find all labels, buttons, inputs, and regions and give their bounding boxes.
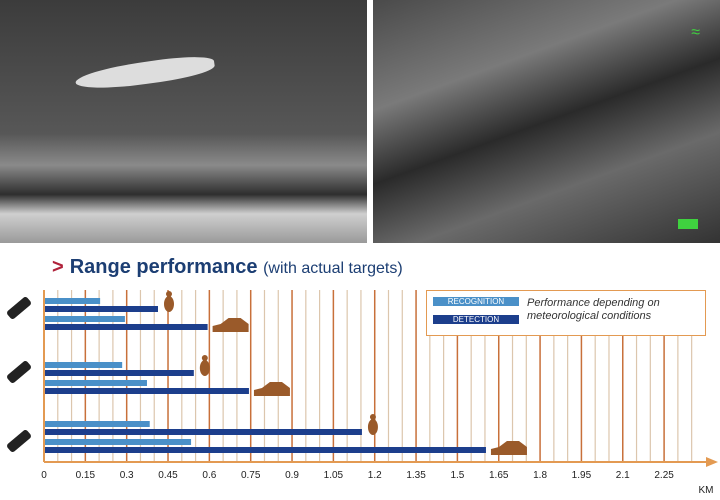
legend: RECOGNITION DETECTION Performance depend… [426,290,706,336]
note-line-1: Performance depending on [527,297,660,309]
bar-human-recognition [45,421,150,427]
bar-car-recognition [45,439,192,445]
human-head-icon [369,414,376,420]
x-tick-label: 1.65 [489,470,509,481]
note-line-2: meteorological conditions [527,310,652,322]
car-target-icon [253,382,290,396]
title-arrow-icon: > [52,256,64,278]
x-tick-label: 0 [41,470,47,481]
human-head-icon [201,355,208,361]
x-tick-label: 0.3 [120,470,134,481]
range-chart: 0 0.15 0.3 0.45 0.6 0.75 0.9 1.05 1.2 1.35 1.5 1.65… [41,290,718,496]
bar-car-detection [45,324,208,330]
x-axis-label: KM [699,485,714,496]
bar-human-recognition [45,362,123,368]
wifi-icon: ≈ [691,24,700,41]
human-head-icon [165,291,172,297]
human-target-icon [163,296,174,312]
title-sub: (with actual targets) [263,260,403,277]
x-tick-label: 1.8 [533,470,547,481]
bar-human-detection [45,306,158,312]
car-target-icon [490,441,527,455]
x-tick-label: 0.9 [285,470,299,481]
chart-title: > Range performance (with actual targets) [52,256,403,279]
x-tick-label: 1.95 [572,470,592,481]
x-tick-label: 1.05 [324,470,344,481]
bar-car-detection [45,447,486,453]
pedestrian-thermal-photo: ≈ [373,0,720,243]
bar-human-detection [45,429,362,435]
bar-car-recognition [45,316,125,322]
x-tick-label: 1.5 [450,470,464,481]
x-tick-label: 1.35 [406,470,426,481]
car-target-icon [212,318,249,332]
x-tick-label: 0.6 [202,470,216,481]
legend-detection: DETECTION [433,315,519,324]
human-target-icon [367,419,378,435]
battery-icon [678,219,698,229]
bar-human-recognition [45,298,101,304]
bar-car-recognition [45,380,147,386]
aircraft-thermal-photo [0,0,367,243]
bar-car-detection [45,388,249,394]
title-main: Range performance [69,256,258,278]
x-tick-label: 2.25 [654,470,674,481]
x-tick-label: 1.2 [368,470,382,481]
bar-human-detection [45,370,194,376]
legend-note: Performance depending on meteorological c… [527,297,660,323]
x-tick-label: 0.75 [241,470,261,481]
x-axis-arrow-icon [706,457,718,467]
human-target-icon [199,360,210,376]
x-tick-label: 0.15 [76,470,96,481]
x-tick-label: 2.1 [616,470,630,481]
airplane-silhouette [74,52,216,94]
x-tick-label: 0.45 [158,470,178,481]
legend-recognition: RECOGNITION [433,297,519,306]
